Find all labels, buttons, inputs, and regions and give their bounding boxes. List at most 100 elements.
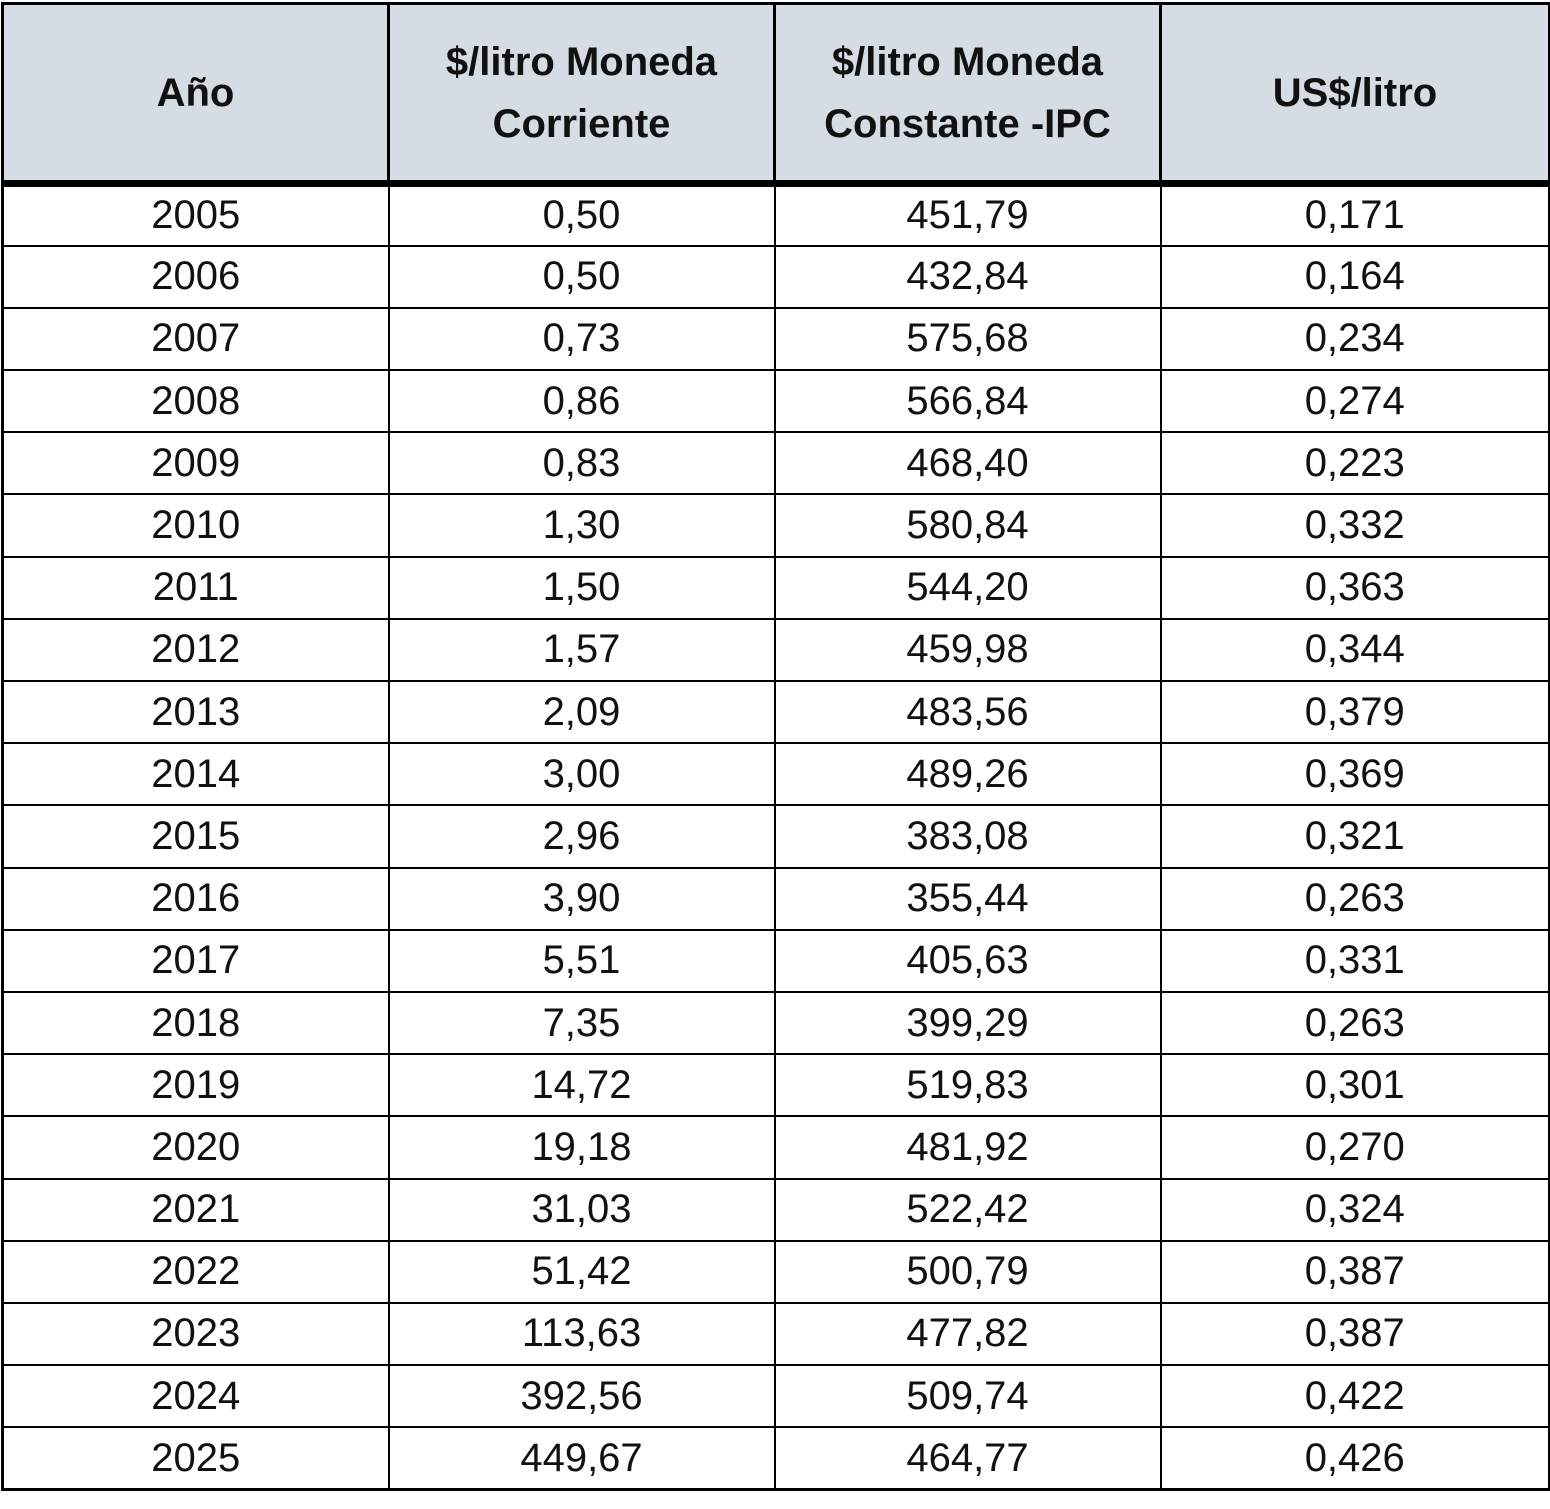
cell-year: 2015	[1, 804, 390, 869]
cell-usd-per-liter: 0,171	[1159, 182, 1550, 247]
cell-usd-per-liter: 0,234	[1159, 306, 1550, 372]
cell-current-currency: 1,57	[387, 617, 776, 683]
header-year: Año	[1, 2, 390, 187]
cell-usd-per-liter: 0,324	[1159, 1177, 1550, 1242]
cell-year: 2022	[1, 1239, 390, 1304]
table-row: 2015 2,96 383,08 0,321	[1, 804, 1550, 869]
cell-usd-per-liter: 0,301	[1159, 1053, 1550, 1118]
cell-constant-currency-ipc: 509,74	[773, 1364, 1162, 1429]
header-constant-currency-ipc: $/litro Moneda Constante -IPC	[773, 2, 1162, 187]
cell-usd-per-liter: 0,321	[1159, 804, 1550, 869]
cell-constant-currency-ipc: 405,63	[773, 928, 1162, 993]
cell-current-currency: 3,00	[387, 742, 776, 807]
table-row: 2013 2,09 483,56 0,379	[1, 679, 1550, 745]
table-row: 2009 0,83 468,40 0,223	[1, 431, 1550, 496]
table-row: 2018 7,35 399,29 0,263	[1, 990, 1550, 1056]
table-row: 2025 449,67 464,77 0,426	[1, 1426, 1550, 1491]
cell-usd-per-liter: 0,263	[1159, 866, 1550, 931]
cell-year: 2009	[1, 431, 390, 496]
table-row: 2014 3,00 489,26 0,369	[1, 742, 1550, 807]
cell-current-currency: 113,63	[387, 1301, 776, 1367]
cell-usd-per-liter: 0,422	[1159, 1364, 1550, 1429]
table-row: 2012 1,57 459,98 0,344	[1, 617, 1550, 683]
cell-usd-per-liter: 0,387	[1159, 1239, 1550, 1304]
table-row: 2005 0,50 451,79 0,171	[1, 182, 1550, 247]
cell-constant-currency-ipc: 580,84	[773, 493, 1162, 558]
cell-year: 2010	[1, 493, 390, 558]
cell-constant-currency-ipc: 468,40	[773, 431, 1162, 496]
cell-usd-per-liter: 0,363	[1159, 555, 1550, 620]
cell-usd-per-liter: 0,369	[1159, 742, 1550, 807]
table-row: 2020 19,18 481,92 0,270	[1, 1115, 1550, 1180]
cell-constant-currency-ipc: 432,84	[773, 244, 1162, 309]
cell-current-currency: 1,50	[387, 555, 776, 620]
cell-usd-per-liter: 0,387	[1159, 1301, 1550, 1367]
cell-constant-currency-ipc: 575,68	[773, 306, 1162, 372]
cell-usd-per-liter: 0,164	[1159, 244, 1550, 309]
cell-usd-per-liter: 0,379	[1159, 679, 1550, 745]
cell-usd-per-liter: 0,270	[1159, 1115, 1550, 1180]
cell-current-currency: 51,42	[387, 1239, 776, 1304]
cell-constant-currency-ipc: 566,84	[773, 369, 1162, 434]
table-row: 2023 113,63 477,82 0,387	[1, 1301, 1550, 1367]
cell-year: 2011	[1, 555, 390, 620]
table-header-row: Año $/litro Moneda Corriente $/litro Mon…	[1, 2, 1550, 187]
cell-constant-currency-ipc: 522,42	[773, 1177, 1162, 1242]
cell-current-currency: 0,83	[387, 431, 776, 496]
header-usd-per-liter: US$/litro	[1159, 2, 1550, 187]
cell-year: 2024	[1, 1364, 390, 1429]
cell-year: 2005	[1, 182, 390, 247]
cell-year: 2007	[1, 306, 390, 372]
table-row: 2016 3,90 355,44 0,263	[1, 866, 1550, 931]
cell-year: 2020	[1, 1115, 390, 1180]
table-row: 2019 14,72 519,83 0,301	[1, 1053, 1550, 1118]
cell-year: 2013	[1, 679, 390, 745]
table-row: 2008 0,86 566,84 0,274	[1, 369, 1550, 434]
cell-constant-currency-ipc: 451,79	[773, 182, 1162, 247]
cell-constant-currency-ipc: 399,29	[773, 990, 1162, 1056]
table-row: 2021 31,03 522,42 0,324	[1, 1177, 1550, 1242]
cell-current-currency: 1,30	[387, 493, 776, 558]
cell-constant-currency-ipc: 464,77	[773, 1426, 1162, 1491]
cell-current-currency: 19,18	[387, 1115, 776, 1180]
cell-year: 2021	[1, 1177, 390, 1242]
cell-current-currency: 392,56	[387, 1364, 776, 1429]
cell-usd-per-liter: 0,331	[1159, 928, 1550, 993]
cell-usd-per-liter: 0,223	[1159, 431, 1550, 496]
cell-year: 2017	[1, 928, 390, 993]
header-current-currency: $/litro Moneda Corriente	[387, 2, 776, 187]
table-row: 2022 51,42 500,79 0,387	[1, 1239, 1550, 1304]
cell-constant-currency-ipc: 481,92	[773, 1115, 1162, 1180]
cell-constant-currency-ipc: 519,83	[773, 1053, 1162, 1118]
cell-constant-currency-ipc: 500,79	[773, 1239, 1162, 1304]
cell-constant-currency-ipc: 544,20	[773, 555, 1162, 620]
cell-current-currency: 31,03	[387, 1177, 776, 1242]
cell-usd-per-liter: 0,263	[1159, 990, 1550, 1056]
cell-year: 2023	[1, 1301, 390, 1367]
cell-year: 2008	[1, 369, 390, 434]
cell-year: 2016	[1, 866, 390, 931]
cell-current-currency: 0,50	[387, 182, 776, 247]
table-row: 2007 0,73 575,68 0,234	[1, 306, 1550, 372]
cell-constant-currency-ipc: 489,26	[773, 742, 1162, 807]
cell-year: 2018	[1, 990, 390, 1056]
cell-year: 2012	[1, 617, 390, 683]
cell-current-currency: 449,67	[387, 1426, 776, 1491]
cell-usd-per-liter: 0,332	[1159, 493, 1550, 558]
cell-current-currency: 0,73	[387, 306, 776, 372]
cell-constant-currency-ipc: 355,44	[773, 866, 1162, 931]
cell-current-currency: 2,96	[387, 804, 776, 869]
cell-constant-currency-ipc: 483,56	[773, 679, 1162, 745]
table-body: 2005 0,50 451,79 0,171 2006 0,50 432,84 0,164 20…	[1, 182, 1550, 1491]
cell-year: 2019	[1, 1053, 390, 1118]
cell-constant-currency-ipc: 459,98	[773, 617, 1162, 683]
cell-year: 2006	[1, 244, 390, 309]
cell-usd-per-liter: 0,344	[1159, 617, 1550, 683]
table-row: 2010 1,30 580,84 0,332	[1, 493, 1550, 558]
cell-current-currency: 3,90	[387, 866, 776, 931]
cell-current-currency: 14,72	[387, 1053, 776, 1118]
table-row: 2024 392,56 509,74 0,422	[1, 1364, 1550, 1429]
table-row: 2017 5,51 405,63 0,331	[1, 928, 1550, 993]
